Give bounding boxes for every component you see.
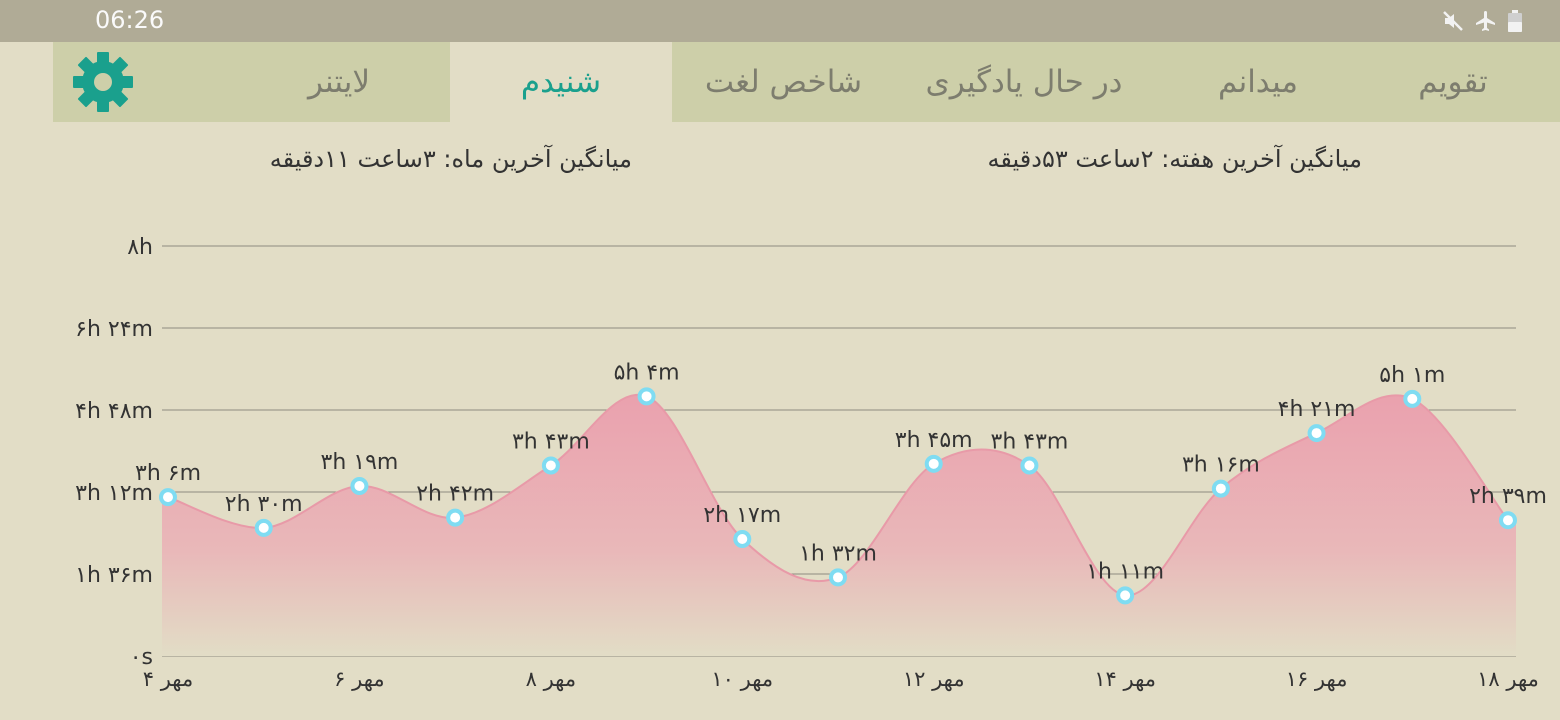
data-label: ۴h ۲۱m	[1278, 397, 1356, 422]
data-label: ۳h ۱۹m	[321, 450, 399, 475]
data-label: ۲h ۴۲m	[416, 482, 494, 507]
x-tick-label: ۴ مهر	[143, 667, 193, 691]
data-label: ۳h ۴۳m	[512, 430, 590, 455]
data-label: ۲h ۳۰m	[225, 492, 303, 517]
y-tick-label: ۳h ۱۲m	[75, 481, 153, 506]
tab-calendar[interactable]: تقویم	[1418, 64, 1488, 100]
data-label: ۳h ۶m	[135, 461, 201, 486]
series-line	[167, 393, 1509, 597]
x-tick-label: ۱۸ مهر	[1477, 667, 1539, 691]
tab-learning[interactable]: در حال یادگیری	[925, 64, 1123, 100]
y-tick-label: ۴h ۴۸m	[75, 399, 153, 424]
y-tick-label: ۱h ۳۶m	[75, 563, 153, 588]
data-point[interactable]	[1020, 456, 1039, 475]
gear-icon[interactable]	[73, 52, 133, 112]
x-tick-label: ۶ مهر	[334, 667, 384, 691]
airplane-icon	[1476, 11, 1495, 31]
status-icons	[1442, 9, 1522, 33]
week-average: میانگین آخرین هفته: ۲ساعت ۵۳دقیقه	[987, 145, 1362, 173]
x-tick-label: ۱۲ مهر	[903, 667, 965, 691]
tab-known[interactable]: میدانم	[1217, 64, 1299, 100]
y-tick-label: ۸h	[127, 235, 153, 260]
tab-heard[interactable]: شنیدم	[450, 42, 672, 122]
status-time: 06:26	[95, 6, 165, 34]
data-point[interactable]	[1211, 479, 1230, 498]
mute-icon	[1443, 11, 1463, 31]
x-tick-label: ۱۶ مهر	[1286, 667, 1348, 691]
data-label: ۱h ۱۱m	[1086, 559, 1164, 584]
data-point[interactable]	[159, 488, 177, 507]
x-tick-label: ۸ مهر	[526, 667, 576, 691]
area-fill	[162, 394, 1516, 656]
data-label: ۳h ۴۳m	[991, 430, 1069, 455]
data-point[interactable]	[446, 508, 465, 527]
data-point[interactable]	[829, 568, 847, 587]
data-label: ۲h ۳۹m	[1469, 484, 1547, 509]
status-bar: 06:26	[0, 0, 1560, 42]
data-point[interactable]	[1499, 511, 1517, 530]
data-label: ۳h ۱۶m	[1182, 453, 1260, 478]
data-point[interactable]	[637, 387, 656, 406]
data-label: ۱h ۳۲m	[799, 541, 877, 566]
data-label: ۵h ۱m	[1379, 363, 1445, 388]
data-point[interactable]	[1307, 424, 1326, 443]
data-label: ۳h ۴۵m	[895, 428, 973, 453]
data-label: ۲h ۱۷m	[703, 503, 781, 528]
x-tick-label: ۱۴ مهر	[1094, 667, 1156, 691]
data-point[interactable]	[924, 454, 943, 473]
data-point[interactable]	[350, 477, 369, 496]
battery-icon	[1508, 10, 1522, 32]
data-point[interactable]	[254, 518, 273, 537]
data-point[interactable]	[541, 456, 560, 475]
tab-leitner[interactable]: لایتنر	[307, 64, 371, 100]
data-point[interactable]	[733, 529, 752, 548]
data-label: ۵h ۴m	[614, 360, 680, 385]
data-point[interactable]	[1403, 389, 1422, 408]
tab-word-index[interactable]: شاخص لغت	[704, 64, 863, 100]
y-tick-label: ۰s	[130, 645, 153, 670]
y-tick-label: ۶h ۲۴m	[75, 317, 153, 342]
tab-bar: تقویم میدانم در حال یادگیری شاخص لغت شنی…	[53, 42, 1560, 122]
data-point[interactable]	[1116, 586, 1135, 605]
x-tick-label: ۱۰ مهر	[711, 667, 773, 691]
month-average: میانگین آخرین ماه: ۳ساعت ۱۱دقیقه	[269, 145, 632, 173]
